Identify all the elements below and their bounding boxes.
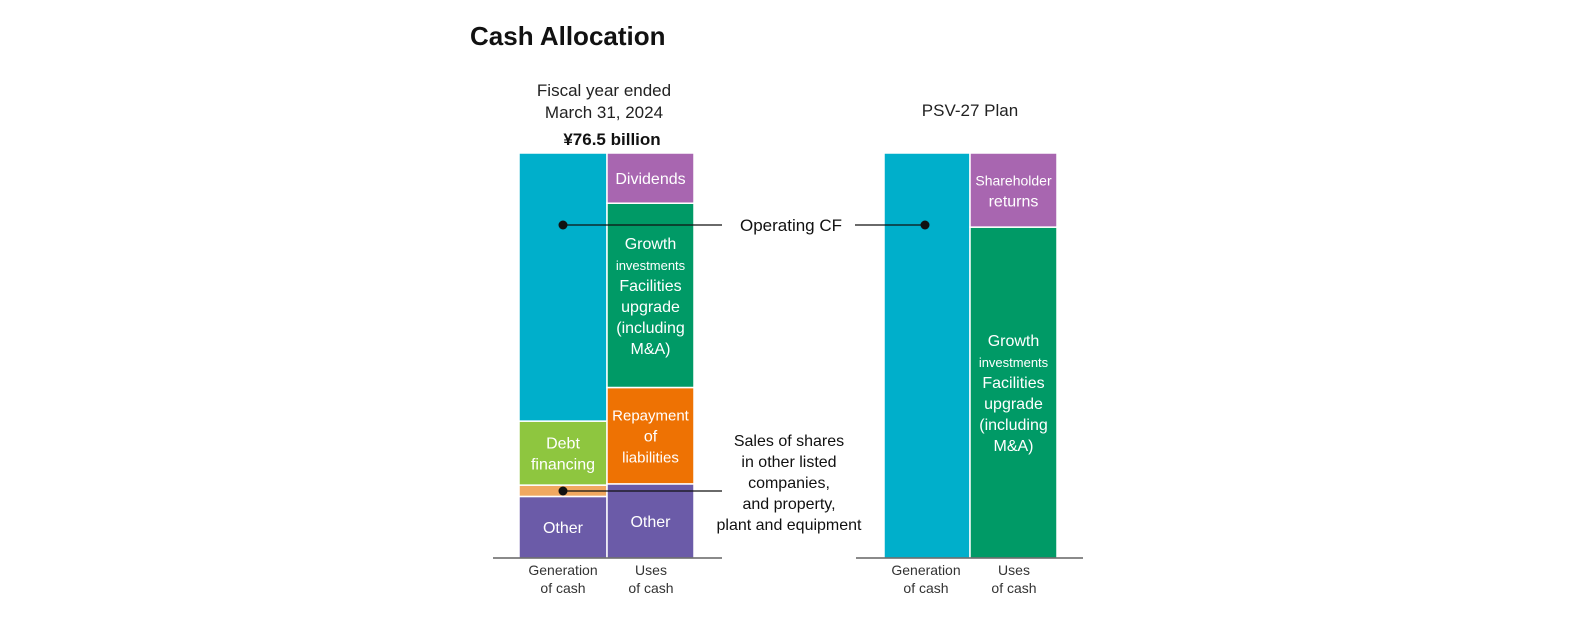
bar-segment-label: Dividends [615,171,685,188]
bar-segment [606,386,695,485]
sales-label-line3: companies, [748,475,830,492]
bar-segment [606,152,695,204]
left-total: ¥76.5 billion [563,130,660,149]
bar-segment-label: (including [979,417,1047,434]
right-generation-label-2: of cash [903,580,948,596]
bar-segment-label: of [644,429,658,446]
right-generation-label-1: Generation [891,562,960,578]
sales-label-line2: in other listed [741,454,836,471]
bar-segment-label: returns [989,194,1039,211]
bar-segment-label: investments [979,355,1049,370]
bar-segment [969,152,1058,228]
bar-segment-label: Shareholder [975,173,1052,189]
bar-segment [606,202,695,389]
bar-segment-label: Facilities [619,278,681,295]
right-uses-label-2: of cash [991,580,1036,596]
bar-segment-label: Growth [625,236,677,253]
stacked-bars: Other Debt financing Other Repayment of liabil… [518,152,1058,559]
bar-segment-label: M&A) [631,341,671,358]
bar-segment [969,226,1058,559]
bar-segment [518,495,608,559]
left-generation-label-1: Generation [528,562,597,578]
right-uses-label-1: Uses [998,562,1030,578]
left-generation-label-2: of cash [540,580,585,596]
bar-segment-label: Growth [988,333,1040,350]
bar-segment-label: liabilities [622,450,679,467]
left-header-line2: March 31, 2024 [545,103,663,122]
bar-segment-label: Other [630,514,671,531]
bar-segment-label: Other [543,520,584,537]
bar-segment-label: Facilities [982,375,1044,392]
sales-label-line1: Sales of shares [734,433,844,450]
operating-cf-label: Operating CF [740,216,842,235]
chart-title: Cash Allocation [470,21,666,51]
bar-segment [518,420,608,486]
operating-cf-dot-right [920,220,930,230]
sales-label-line4: and property, [742,496,835,513]
left-uses-label-1: Uses [635,562,667,578]
bar-segment-label: M&A) [994,438,1034,455]
bar-segment-label: Debt [546,436,580,453]
bar-segment-label: investments [616,258,686,273]
left-uses-label-2: of cash [628,580,673,596]
right-header: PSV-27 Plan [922,101,1018,120]
bar-segment-label: Repayment [612,408,690,425]
operating-cf-dot-left [558,220,568,230]
bar-segment-label: (including [616,320,684,337]
bar-segment [606,483,695,559]
bar-segment [883,152,971,559]
sales-dot [558,486,568,496]
bar-segment-label: upgrade [621,299,680,316]
bar-segment-label: financing [531,457,595,474]
bar-segment-label: upgrade [984,396,1043,413]
sales-label-line5: plant and equipment [717,517,863,534]
left-header-line1: Fiscal year ended [537,81,671,100]
bar-segment [518,152,608,422]
